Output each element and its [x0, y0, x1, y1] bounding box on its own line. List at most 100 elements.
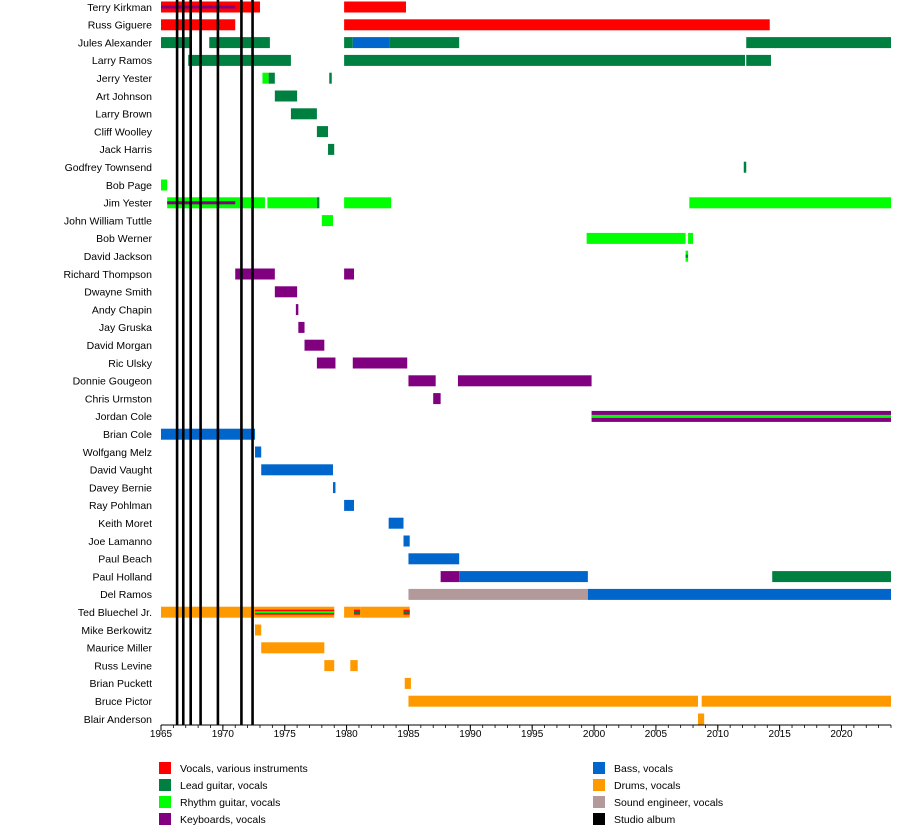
- member-label: Blair Anderson: [84, 714, 152, 726]
- member-label: Paul Beach: [98, 554, 152, 566]
- member-label: Jay Gruska: [99, 322, 152, 334]
- x-tick-label: 1980: [335, 729, 358, 740]
- legend-label: Keyboards, vocals: [180, 814, 266, 826]
- studio-album-lines: [175, 0, 254, 725]
- member-bar-bass: [332, 482, 336, 494]
- member-bar-drums: [261, 642, 325, 654]
- x-tick-label: 1990: [459, 729, 482, 740]
- member-bar-bass: [352, 37, 390, 49]
- legend-swatch-rhythm: [159, 796, 171, 808]
- member-bar-lead: [746, 54, 771, 66]
- x-tick-label: 1995: [521, 729, 544, 740]
- member-bar-drums: [255, 624, 262, 636]
- member-label: John William Tuttle: [64, 215, 152, 227]
- member-bar-bass: [408, 553, 460, 565]
- member-bar-vocals: [344, 1, 406, 13]
- legend-label: Sound engineer, vocals: [614, 797, 723, 809]
- member-label: David Jackson: [84, 251, 152, 263]
- member-label: Bob Page: [106, 180, 152, 192]
- member-bar-rhythm: [586, 232, 686, 244]
- member-label: Jordan Cole: [95, 411, 152, 423]
- member-bar-bass: [255, 446, 262, 458]
- member-label: Mike Berkowitz: [81, 625, 152, 637]
- member-bar-lead: [316, 197, 320, 209]
- member-bar-bass: [261, 464, 333, 476]
- member-label: Larry Ramos: [92, 55, 152, 67]
- member-bar-bass: [388, 517, 404, 529]
- member-label: Bruce Pictor: [95, 696, 153, 708]
- member-bar-overlay-lead: [354, 611, 361, 614]
- member-bar-rhythm: [321, 215, 333, 227]
- legend-swatch-sound: [593, 796, 605, 808]
- x-tick-label: 1975: [274, 729, 297, 740]
- member-label: Brian Puckett: [90, 678, 153, 690]
- x-tick-label: 1970: [212, 729, 235, 740]
- member-label: Terry Kirkman: [87, 2, 152, 14]
- member-bar-vocals: [161, 19, 236, 31]
- member-bar-lead: [389, 37, 460, 49]
- member-bar-keys: [352, 357, 408, 369]
- member-bar-lead: [329, 72, 332, 84]
- member-label: Donnie Gougeon: [73, 376, 153, 388]
- member-bar-keys: [457, 375, 592, 387]
- member-bar-lead: [344, 54, 745, 66]
- member-bar-bass: [459, 571, 588, 583]
- member-bar-keys: [235, 268, 275, 280]
- member-label: Del Ramos: [100, 589, 152, 601]
- legend-swatch-bass: [593, 762, 605, 774]
- member-bar-rhythm: [688, 232, 694, 244]
- member-label: Art Johnson: [96, 91, 152, 103]
- legend: Vocals, various instruments Lead guitar, …: [159, 762, 723, 826]
- member-bar-rhythm: [689, 197, 891, 209]
- member-bar-overlay-lead: [403, 611, 410, 614]
- member-bar-keys: [408, 375, 436, 387]
- legend-swatch-lead: [159, 779, 171, 791]
- legend-label: Studio album: [614, 814, 676, 826]
- member-label: Wolfgang Melz: [83, 447, 152, 459]
- member-label: Brian Cole: [103, 429, 152, 441]
- member-bar-rhythm: [161, 179, 168, 191]
- member-label: Ray Pohlman: [89, 500, 152, 512]
- member-bar-rhythm: [262, 72, 269, 84]
- member-bar-keys: [316, 357, 336, 369]
- member-bar-vocals: [344, 19, 770, 31]
- member-bar-keys: [274, 286, 298, 298]
- x-tick-label: 2015: [769, 729, 792, 740]
- x-tick-label: 2005: [645, 729, 668, 740]
- legend-label: Lead guitar, vocals: [180, 780, 268, 792]
- member-bar-keys: [298, 321, 305, 333]
- member-label: Jim Yester: [104, 198, 153, 210]
- member-bars: [161, 1, 891, 725]
- member-bar-bass: [344, 499, 355, 511]
- member-bar-drums: [404, 677, 411, 689]
- member-label: Richard Thompson: [63, 269, 152, 281]
- x-tick-label: 2020: [830, 729, 853, 740]
- member-bar-overlay-keys: [161, 5, 236, 9]
- member-label: Godfrey Townsend: [65, 162, 153, 174]
- member-bar-lead: [209, 37, 270, 49]
- legend-swatch-drums: [593, 779, 605, 791]
- member-bar-lead: [743, 161, 747, 173]
- member-bar-bass: [587, 588, 891, 600]
- member-bar-lead: [274, 90, 298, 102]
- member-bar-keys: [440, 571, 460, 583]
- member-bar-bass: [403, 535, 410, 547]
- legend-label: Drums, vocals: [614, 780, 681, 792]
- member-bar-drums: [344, 606, 355, 618]
- member-bar-drums: [408, 695, 698, 707]
- member-label: Larry Brown: [95, 109, 152, 121]
- member-label: David Vaught: [90, 465, 152, 477]
- legend-label: Rhythm guitar, vocals: [180, 797, 280, 809]
- member-label: Dwayne Smith: [84, 287, 152, 299]
- member-bar-drums: [324, 660, 335, 672]
- member-label: Ric Ulsky: [108, 358, 152, 370]
- member-bar-drums: [360, 606, 404, 618]
- legend-swatch-keys: [159, 813, 171, 825]
- x-tick-label: 1965: [150, 729, 173, 740]
- legend-label: Bass, vocals: [614, 763, 673, 775]
- legend-swatch-vocals: [159, 762, 171, 774]
- member-label: Russ Giguere: [88, 20, 152, 32]
- member-bar-rhythm: [267, 197, 317, 209]
- member-bar-keys: [304, 339, 325, 351]
